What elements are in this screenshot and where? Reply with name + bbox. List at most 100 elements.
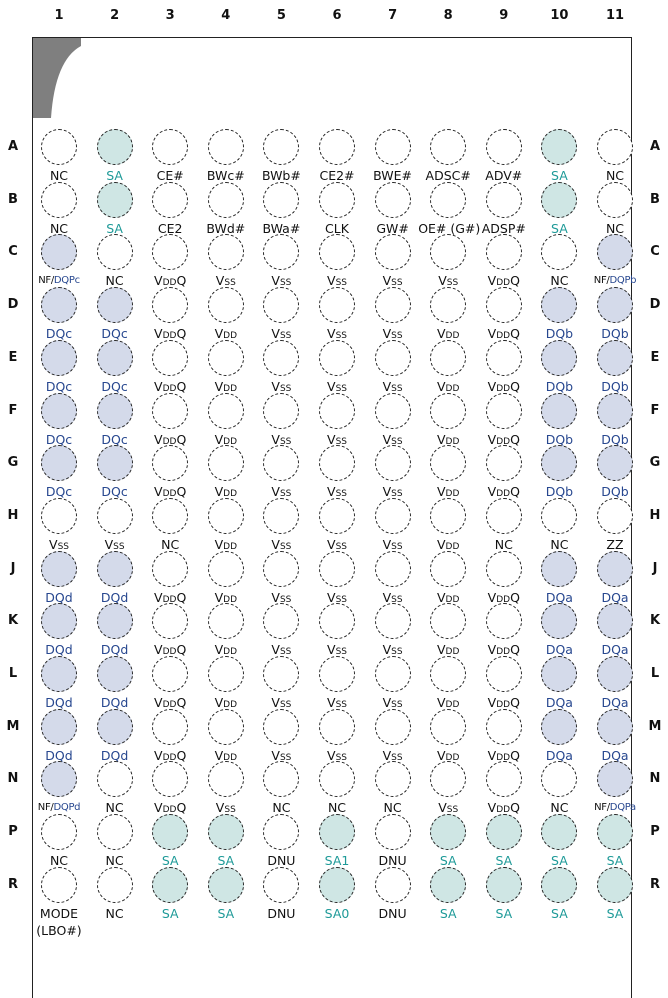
ball-label-J10: DQa xyxy=(545,589,573,605)
row-header-left-C: C xyxy=(8,244,18,260)
ball-E8 xyxy=(430,339,467,376)
ball-label-G3: VDDQVDDQ xyxy=(140,485,200,501)
ball-P9 xyxy=(485,814,522,851)
power-pin-text: VSS xyxy=(271,536,292,552)
ball-N4 xyxy=(207,761,244,798)
row-header-right-F: F xyxy=(650,402,660,418)
ball-label-F9: VDDQVDDQ xyxy=(474,431,534,449)
power-pin-text: VDD xyxy=(436,747,460,763)
row-header-left-M: M xyxy=(6,718,20,734)
ball-C10 xyxy=(541,234,578,271)
ball-label-A8: ADSC# xyxy=(425,168,471,183)
power-pin-text: VDDQ xyxy=(154,747,187,763)
ball-L11 xyxy=(597,656,633,692)
ball-label-B11: NC xyxy=(605,220,625,236)
ball-F11 xyxy=(597,392,633,429)
ball-label-L3: VDDQVDDQ xyxy=(140,696,200,712)
ball-label-A10: SA xyxy=(551,168,568,183)
power-pin-text: VDDQ xyxy=(154,484,187,500)
power-pin-text: VSS xyxy=(382,273,403,289)
ball-E7 xyxy=(374,339,411,376)
power-pin-text: VDDQ xyxy=(154,431,187,447)
ball-B10 xyxy=(541,181,578,218)
ball-label-P3: SA xyxy=(161,853,179,869)
ball-R9 xyxy=(485,866,522,903)
ball-K6 xyxy=(319,603,355,640)
ball-label-R2: NC xyxy=(105,905,124,921)
ball-G8 xyxy=(430,445,467,482)
ball-label-G1: DQc xyxy=(45,484,73,500)
ball-D5 xyxy=(263,287,300,324)
ball-label-N3: VDDQVDDQ xyxy=(140,801,200,817)
parity-signal-name: DQPa xyxy=(609,802,636,814)
ball-K11 xyxy=(597,603,633,640)
ball-L10 xyxy=(541,656,578,692)
ball-G1 xyxy=(41,445,77,482)
power-pin-text: VSS xyxy=(382,642,403,658)
ball-C9 xyxy=(485,234,522,271)
ball-K7 xyxy=(374,603,411,640)
ball-M5 xyxy=(263,708,300,745)
ball-label-A9: ADV# xyxy=(485,168,523,183)
ball-A5 xyxy=(263,129,300,165)
ball-N2 xyxy=(96,761,133,798)
ball-C2 xyxy=(96,234,133,271)
ball-R11 xyxy=(597,866,633,903)
power-pin-text: VSS xyxy=(438,800,459,816)
row-header-left-B: B xyxy=(8,191,18,207)
ball-label-K2: DQd xyxy=(100,642,129,658)
ball-label-C11: NF/DQPb xyxy=(585,274,645,288)
power-pin-text: VDDQ xyxy=(487,431,520,447)
ball-G3 xyxy=(152,445,189,482)
ball-D6 xyxy=(319,287,355,324)
power-pin-text: VSS xyxy=(382,536,403,552)
ball-F10 xyxy=(541,392,578,429)
ball-label-M10: DQa xyxy=(545,747,573,763)
ball-A8 xyxy=(430,129,467,165)
power-pin-text: VDD xyxy=(214,695,238,711)
power-pin-text: VSS xyxy=(49,536,69,552)
ball-label-P5: DNU xyxy=(267,853,296,869)
ball-H4 xyxy=(207,497,244,534)
ball-label-N11: NF/DQPa xyxy=(585,801,645,815)
power-pin-text: VDD xyxy=(436,326,460,342)
ball-N3 xyxy=(152,761,189,798)
ball-B5 xyxy=(263,181,300,218)
ball-label-P7: DNU xyxy=(378,853,407,869)
ball-J7 xyxy=(374,550,411,587)
ball-label-F3: VDDQVDDQ xyxy=(140,431,200,449)
ball-D9 xyxy=(485,287,522,324)
ball-label-A4: BWc# xyxy=(206,168,245,183)
ball-M9 xyxy=(485,708,522,745)
ball-K9 xyxy=(485,603,522,640)
ball-K1 xyxy=(41,603,77,640)
ball-L2 xyxy=(96,656,133,692)
ball-label-J3: VDDQVDDQ xyxy=(140,590,200,607)
ball-D11 xyxy=(597,287,633,324)
ball-label-H10: NC xyxy=(550,536,569,552)
ball-E2 xyxy=(96,339,133,376)
row-header-left-A: A xyxy=(7,139,19,154)
ball-label-B1: NC xyxy=(49,220,69,236)
power-pin-text: VDDQ xyxy=(154,273,187,289)
ball-H9 xyxy=(485,497,522,534)
ball-label-C9: VDDQVDDQ xyxy=(474,274,534,290)
ball-J5 xyxy=(263,550,300,587)
ball-label-B7: GW# xyxy=(376,220,409,236)
ball-M8 xyxy=(430,708,467,745)
ball-C7 xyxy=(374,234,411,271)
power-pin-text: VDDQ xyxy=(154,642,187,658)
ball-label-J1: DQd xyxy=(45,589,73,605)
power-pin-text: VSS xyxy=(382,326,403,342)
row-header-left-R: R xyxy=(7,876,18,892)
ball-L8 xyxy=(430,656,467,692)
